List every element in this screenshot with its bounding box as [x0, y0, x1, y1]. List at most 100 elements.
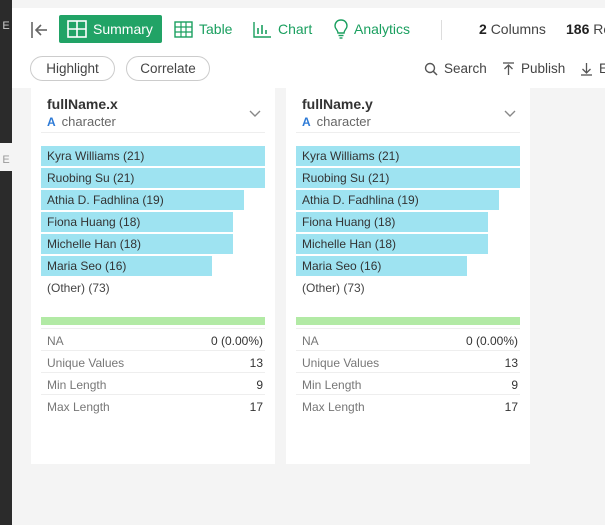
frequency-label: Kyra Williams (21)	[302, 149, 400, 163]
stat-row-unique: Unique Values 13	[41, 350, 265, 373]
column-count-value: 2	[479, 21, 487, 37]
stat-value: 9	[511, 378, 518, 392]
frequency-bar[interactable]	[41, 146, 265, 166]
search-button[interactable]: Search	[424, 61, 487, 76]
stat-value: 13	[504, 356, 518, 370]
stat-key: Unique Values	[47, 356, 125, 370]
chevron-down-icon[interactable]	[504, 105, 516, 123]
column-card-fullname-y: fullName.y A character Kyra Williams (21…	[286, 88, 530, 464]
stat-key: NA	[302, 334, 319, 348]
stat-row-na: NA 0 (0.00%)	[41, 328, 265, 351]
column-type-label: character	[61, 114, 116, 129]
tab-label: Chart	[278, 21, 313, 37]
frequency-label: Maria Seo (16)	[47, 259, 127, 273]
column-type-label: character	[316, 114, 371, 129]
publish-button[interactable]: Publish	[502, 61, 565, 76]
column-type: A character	[47, 114, 116, 129]
stat-key: Unique Values	[302, 356, 380, 370]
frequency-bar[interactable]	[296, 234, 488, 254]
stat-value: 13	[249, 356, 263, 370]
stat-key: Max Length	[47, 400, 110, 414]
search-label: Search	[444, 61, 487, 76]
stat-key: NA	[47, 334, 64, 348]
column-count-label: Columns	[490, 21, 546, 37]
frequency-bar[interactable]	[41, 168, 265, 188]
correlate-button[interactable]: Correlate	[126, 56, 210, 81]
stat-row-min-length: Min Length 9	[296, 372, 520, 395]
character-type-icon: A	[47, 114, 56, 129]
stat-value: 0 (0.00%)	[465, 334, 518, 348]
column-name: fullName.x	[47, 96, 118, 112]
frequency-bar[interactable]	[41, 234, 233, 254]
row-count-value: 186	[566, 21, 590, 37]
chevron-down-icon[interactable]	[249, 105, 261, 123]
stat-value: 17	[504, 400, 518, 414]
frequency-bar[interactable]	[296, 212, 488, 232]
frequency-label: Michelle Han (18)	[302, 237, 397, 251]
stat-value: 9	[256, 378, 263, 392]
other-values-label: (Other) (73)	[302, 281, 365, 295]
stat-value: 0 (0.00%)	[210, 334, 263, 348]
tab-summary[interactable]: Summary	[59, 15, 162, 43]
stat-key: Min Length	[47, 378, 107, 392]
tab-chart[interactable]: Chart	[253, 15, 312, 43]
stat-row-max-length: Max Length 17	[41, 394, 265, 417]
left-panel-edge: E E	[0, 0, 12, 525]
frequency-label: Kyra Williams (21)	[47, 149, 145, 163]
search-icon	[424, 62, 438, 76]
tab-analytics[interactable]: Analytics	[334, 15, 410, 43]
action-bar: Highlight Correlate Search Publish E	[12, 51, 605, 88]
frequency-label: Ruobing Su (21)	[302, 171, 390, 185]
column-count: 2 Columns	[479, 21, 546, 37]
upload-icon	[502, 61, 515, 76]
view-toolbar: Summary Table Chart Analytics 2 Columns …	[12, 8, 605, 51]
tab-table[interactable]: Table	[174, 15, 232, 43]
frequency-label: Michelle Han (18)	[47, 237, 142, 251]
row-count-label: Ro	[593, 21, 605, 37]
frequency-bar[interactable]	[296, 190, 499, 210]
panel-glyph: E	[2, 154, 10, 166]
other-values-label: (Other) (73)	[47, 281, 110, 295]
valid-values-bar	[296, 317, 520, 325]
stat-row-max-length: Max Length 17	[296, 394, 520, 417]
valid-values-bar	[41, 317, 265, 325]
tab-label: Summary	[93, 21, 153, 37]
frequency-label: Athia D. Fadhlina (19)	[302, 193, 419, 207]
card-divider	[41, 132, 265, 133]
column-name: fullName.y	[302, 96, 373, 112]
tab-label: Analytics	[354, 21, 411, 37]
frequency-bar[interactable]	[41, 256, 212, 276]
highlight-label: Highlight	[46, 61, 99, 76]
card-divider	[296, 132, 520, 133]
character-type-icon: A	[302, 114, 311, 129]
frequency-label: Fiona Huang (18)	[302, 215, 396, 229]
frequency-bar[interactable]	[296, 168, 520, 188]
toolbar-divider	[441, 20, 442, 40]
panel-light-segment	[0, 143, 12, 171]
publish-label: Publish	[521, 61, 566, 76]
export-label: E	[599, 61, 605, 76]
row-count: 186 Ro	[566, 21, 605, 37]
tab-label: Table	[199, 21, 233, 37]
frequency-bar[interactable]	[296, 256, 467, 276]
grid-icon	[67, 20, 87, 38]
stat-key: Max Length	[302, 400, 365, 414]
export-button[interactable]: E	[580, 61, 605, 76]
stat-value: 17	[249, 400, 263, 414]
frequency-label: Athia D. Fadhlina (19)	[47, 193, 164, 207]
highlight-button[interactable]: Highlight	[30, 56, 115, 81]
frequency-label: Maria Seo (16)	[302, 259, 382, 273]
frequency-bar[interactable]	[296, 146, 520, 166]
lightbulb-icon	[334, 19, 348, 39]
collapse-sidebar-icon[interactable]	[28, 19, 50, 41]
table-icon	[174, 20, 193, 38]
frequency-bar[interactable]	[41, 212, 233, 232]
panel-glyph: E	[2, 20, 10, 32]
stat-row-unique: Unique Values 13	[296, 350, 520, 373]
frequency-label: Fiona Huang (18)	[47, 215, 141, 229]
column-type: A character	[302, 114, 371, 129]
bar-chart-icon	[253, 21, 272, 38]
correlate-label: Correlate	[140, 61, 196, 76]
stat-key: Min Length	[302, 378, 362, 392]
frequency-bar[interactable]	[41, 190, 244, 210]
